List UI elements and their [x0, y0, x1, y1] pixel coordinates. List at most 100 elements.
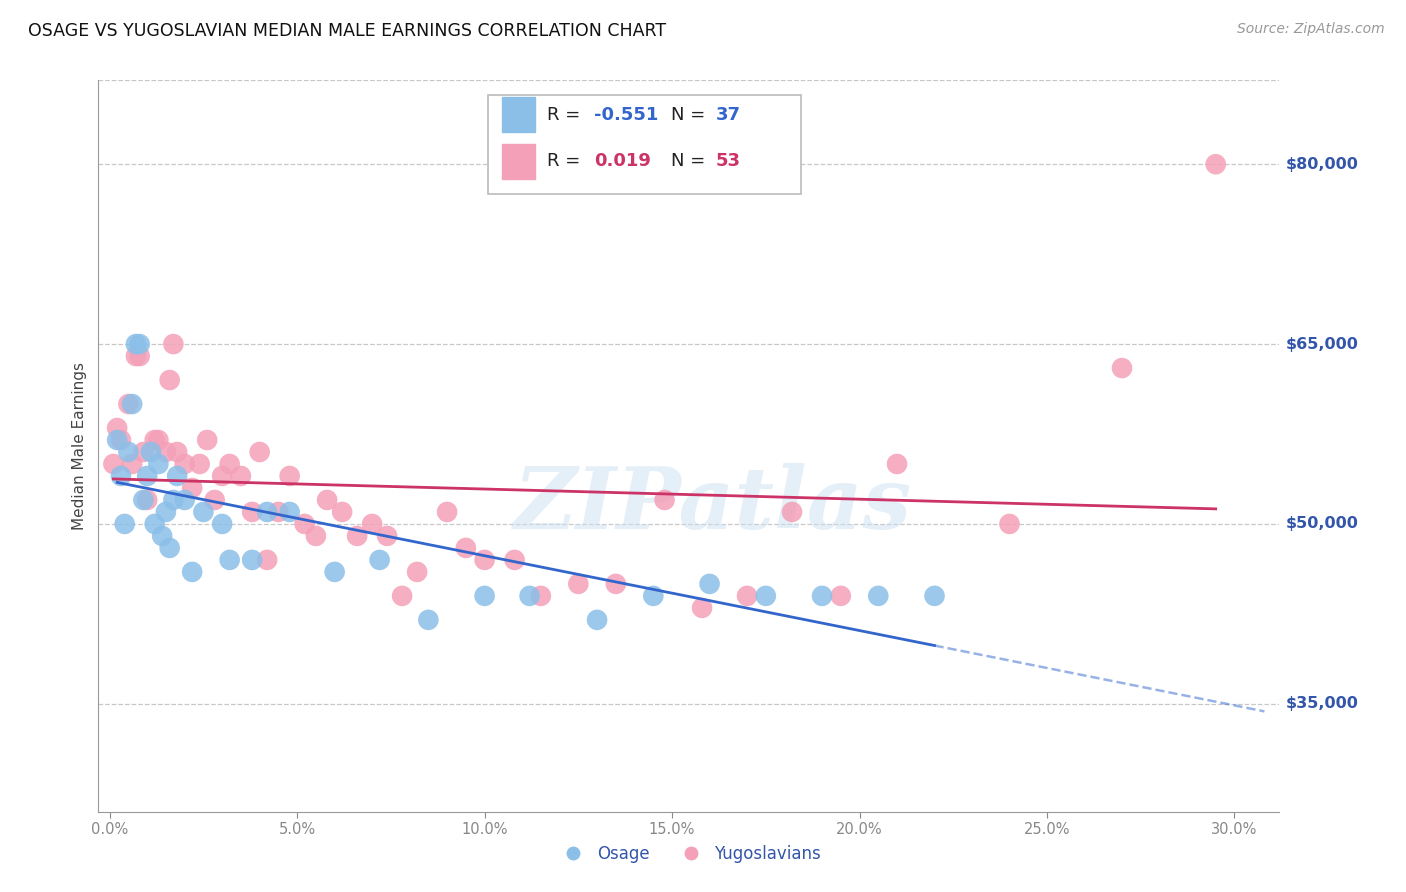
Text: N =: N =	[671, 106, 711, 124]
Point	[110, 433, 132, 447]
Point	[162, 492, 184, 507]
Point	[406, 565, 429, 579]
Point	[218, 553, 240, 567]
Point	[780, 505, 803, 519]
Point	[148, 457, 170, 471]
Text: $50,000: $50,000	[1285, 516, 1358, 532]
Point	[256, 505, 278, 519]
Point	[755, 589, 778, 603]
Point	[181, 481, 204, 495]
Point	[886, 457, 908, 471]
Point	[436, 505, 458, 519]
Point	[132, 445, 155, 459]
Text: Source: ZipAtlas.com: Source: ZipAtlas.com	[1237, 22, 1385, 37]
Point	[654, 492, 676, 507]
Point	[330, 505, 353, 519]
Bar	[502, 97, 536, 132]
Point	[240, 505, 263, 519]
Point	[375, 529, 398, 543]
Point	[195, 433, 218, 447]
Point	[193, 505, 215, 519]
Point	[474, 553, 496, 567]
Point	[519, 589, 541, 603]
Point	[218, 457, 240, 471]
Point	[155, 505, 177, 519]
Text: 53: 53	[716, 153, 741, 170]
Point	[567, 577, 589, 591]
Point	[690, 600, 713, 615]
Point	[294, 516, 316, 531]
Point	[830, 589, 852, 603]
Point	[128, 349, 150, 363]
Point	[143, 516, 166, 531]
Text: -0.551: -0.551	[595, 106, 659, 124]
Point	[166, 445, 188, 459]
Point	[811, 589, 834, 603]
Point	[998, 516, 1021, 531]
Point	[159, 373, 181, 387]
Point	[323, 565, 346, 579]
Point	[316, 492, 339, 507]
Point	[305, 529, 328, 543]
Point	[139, 445, 162, 459]
Point	[643, 589, 665, 603]
Point	[530, 589, 553, 603]
Text: $65,000: $65,000	[1285, 336, 1358, 351]
Point	[391, 589, 413, 603]
Text: ZIPatlas: ZIPatlas	[513, 463, 911, 546]
Text: $80,000: $80,000	[1285, 157, 1358, 172]
Point	[155, 445, 177, 459]
Text: $35,000: $35,000	[1285, 697, 1358, 711]
Point	[586, 613, 609, 627]
Point	[110, 469, 132, 483]
Point	[125, 349, 148, 363]
Text: R =: R =	[547, 153, 586, 170]
Point	[188, 457, 211, 471]
Point	[181, 565, 204, 579]
Point	[211, 469, 233, 483]
Point	[114, 516, 136, 531]
Point	[105, 421, 128, 435]
Point	[162, 337, 184, 351]
Point	[136, 469, 159, 483]
Point	[143, 433, 166, 447]
Point	[240, 553, 263, 567]
Point	[117, 445, 139, 459]
Point	[474, 589, 496, 603]
Point	[735, 589, 758, 603]
Point	[503, 553, 526, 567]
Text: N =: N =	[671, 153, 711, 170]
Y-axis label: Median Male Earnings: Median Male Earnings	[72, 362, 87, 530]
Point	[211, 516, 233, 531]
Point	[166, 469, 188, 483]
Point	[361, 516, 384, 531]
Bar	[502, 144, 536, 178]
Point	[117, 397, 139, 411]
Text: 0.019: 0.019	[595, 153, 651, 170]
Point	[267, 505, 290, 519]
Point	[132, 492, 155, 507]
Legend: Osage, Yugoslavians: Osage, Yugoslavians	[550, 838, 828, 869]
Point	[105, 433, 128, 447]
Point	[173, 492, 195, 507]
Point	[605, 577, 627, 591]
Point	[418, 613, 440, 627]
Point	[924, 589, 946, 603]
Point	[136, 492, 159, 507]
Point	[368, 553, 391, 567]
Point	[204, 492, 226, 507]
Point	[699, 577, 721, 591]
Point	[868, 589, 890, 603]
Point	[1111, 361, 1133, 376]
Point	[159, 541, 181, 555]
FancyBboxPatch shape	[488, 95, 801, 194]
Text: R =: R =	[547, 106, 586, 124]
Point	[173, 457, 195, 471]
Point	[121, 457, 143, 471]
Text: 37: 37	[716, 106, 741, 124]
Point	[121, 397, 143, 411]
Point	[148, 433, 170, 447]
Point	[278, 469, 301, 483]
Point	[249, 445, 271, 459]
Point	[1205, 157, 1227, 171]
